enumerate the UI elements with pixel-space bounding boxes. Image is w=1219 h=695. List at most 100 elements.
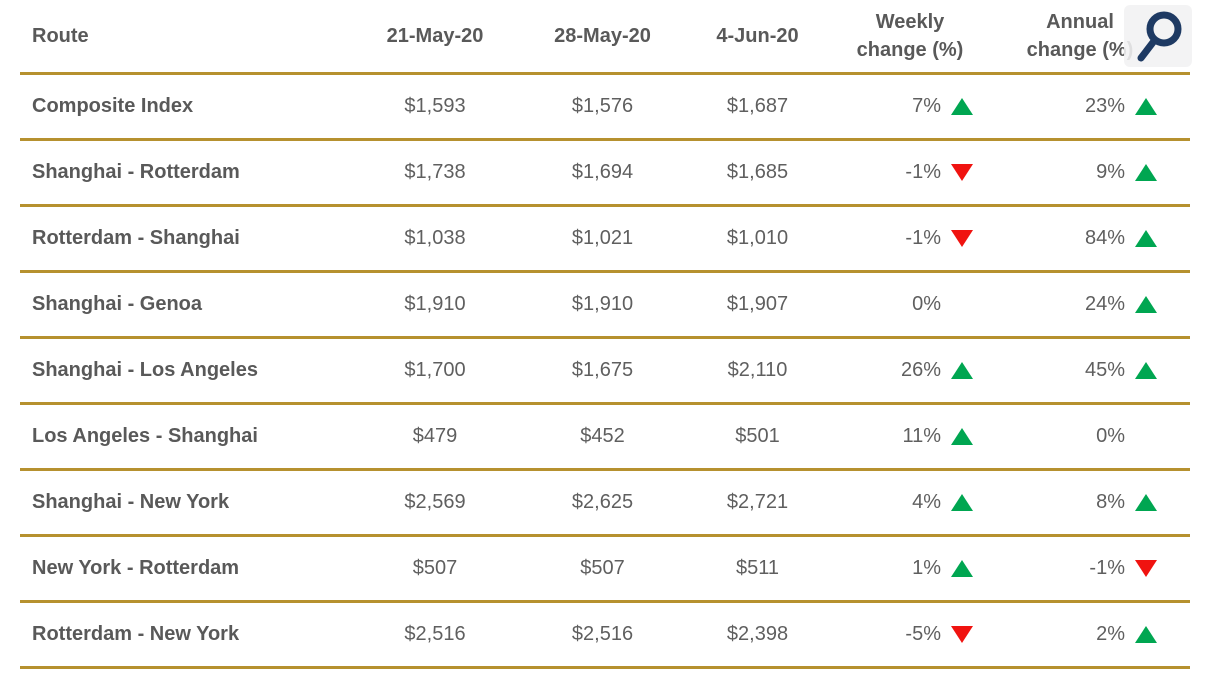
weekly-change-value: 26% (900, 359, 941, 381)
weekly-change-cell: -1% (830, 139, 990, 207)
trend-up-icon (1134, 625, 1158, 645)
route-label: Shanghai - New York (20, 469, 350, 537)
rate-value: $1,687 (685, 73, 830, 141)
rate-value: $2,625 (520, 469, 685, 537)
weekly-change-cell: 26% (830, 337, 990, 405)
weekly-change-value: 1% (912, 557, 941, 579)
rate-value: $1,907 (685, 271, 830, 339)
rate-value: $507 (350, 535, 520, 603)
rate-value: $1,010 (685, 205, 830, 273)
weekly-change-value: 4% (912, 491, 941, 513)
annual-change-value: 24% (1084, 293, 1125, 315)
rates-table-container: Route 21-May-20 28-May-20 4-Jun-20 Weekl… (20, 0, 1190, 669)
weekly-change-value: 7% (912, 95, 941, 117)
rate-value: $511 (685, 535, 830, 603)
rate-value: $2,110 (685, 337, 830, 405)
trend-down-icon (950, 229, 974, 249)
column-header-21-may-20: 21-May-20 (350, 0, 520, 75)
table-row-los-angeles-shanghai: Los Angeles - Shanghai $479 $452 $501 11… (20, 403, 1190, 471)
table-row-shanghai-new-york: Shanghai - New York $2,569 $2,625 $2,721… (20, 469, 1190, 537)
annual-change-value: -1% (1089, 557, 1125, 579)
rate-value: $1,910 (350, 271, 520, 339)
rate-value: $507 (520, 535, 685, 603)
freight-rates-table: Route 21-May-20 28-May-20 4-Jun-20 Weekl… (20, 0, 1190, 669)
rate-value: $1,694 (520, 139, 685, 207)
trend-up-icon (950, 559, 974, 579)
annual-change-cell: 9% (990, 139, 1190, 207)
weekly-change-cell: 0% (830, 271, 990, 339)
route-label: Los Angeles - Shanghai (20, 403, 350, 471)
annual-change-cell: 8% (990, 469, 1190, 537)
annual-change-value: 84% (1084, 227, 1125, 249)
table-row-rotterdam-shanghai: Rotterdam - Shanghai $1,038 $1,021 $1,01… (20, 205, 1190, 273)
rate-value: $1,593 (350, 73, 520, 141)
column-header-28-may-20: 28-May-20 (520, 0, 685, 75)
rate-value: $1,685 (685, 139, 830, 207)
column-header-weekly-change: Weekly change (%) (830, 0, 990, 75)
rate-value: $1,910 (520, 271, 685, 339)
rate-value: $1,576 (520, 73, 685, 141)
annual-change-cell: 23% (990, 73, 1190, 141)
annual-change-cell: 84% (990, 205, 1190, 273)
trend-up-icon (1134, 295, 1158, 315)
trend-down-icon (1134, 559, 1158, 579)
trend-up-icon (1134, 97, 1158, 117)
annual-change-value: 45% (1084, 359, 1125, 381)
annual-change-cell: 2% (990, 601, 1190, 669)
weekly-change-value: 0% (912, 293, 941, 315)
trend-up-icon (950, 97, 974, 117)
rate-value: $2,516 (520, 601, 685, 669)
rate-value: $452 (520, 403, 685, 471)
route-label: Rotterdam - Shanghai (20, 205, 350, 273)
annual-change-value: 9% (1096, 161, 1125, 183)
rate-value: $1,038 (350, 205, 520, 273)
route-label: New York - Rotterdam (20, 535, 350, 603)
trend-down-icon (950, 163, 974, 183)
rate-value: $479 (350, 403, 520, 471)
column-header-route: Route (20, 0, 350, 75)
table-row-rotterdam-new-york: Rotterdam - New York $2,516 $2,516 $2,39… (20, 601, 1190, 669)
weekly-change-value: -1% (905, 227, 941, 249)
rate-value: $501 (685, 403, 830, 471)
annual-change-value: 2% (1096, 623, 1125, 645)
table-row-new-york-rotterdam: New York - Rotterdam $507 $507 $511 1% -… (20, 535, 1190, 603)
weekly-change-value: -1% (905, 161, 941, 183)
table-row-shanghai-genoa: Shanghai - Genoa $1,910 $1,910 $1,907 0%… (20, 271, 1190, 339)
weekly-change-cell: 11% (830, 403, 990, 471)
route-label: Shanghai - Rotterdam (20, 139, 350, 207)
header-row: Route 21-May-20 28-May-20 4-Jun-20 Weekl… (20, 0, 1190, 75)
rate-value: $1,675 (520, 337, 685, 405)
trend-up-icon (1134, 229, 1158, 249)
weekly-change-cell: 7% (830, 73, 990, 141)
weekly-change-cell: -5% (830, 601, 990, 669)
annual-change-cell: 45% (990, 337, 1190, 405)
weekly-change-value: -5% (905, 623, 941, 645)
route-label: Composite Index (20, 73, 350, 141)
annual-change-value: 0% (1096, 425, 1125, 447)
weekly-change-value: 11% (902, 425, 941, 447)
annual-change-value: 8% (1096, 491, 1125, 513)
rate-value: $2,516 (350, 601, 520, 669)
annual-change-cell: -1% (990, 535, 1190, 603)
trend-up-icon (1134, 163, 1158, 183)
rate-value: $2,398 (685, 601, 830, 669)
trend-up-icon (1134, 493, 1158, 513)
weekly-change-cell: 4% (830, 469, 990, 537)
route-label: Rotterdam - New York (20, 601, 350, 669)
rate-value: $1,738 (350, 139, 520, 207)
weekly-change-cell: 1% (830, 535, 990, 603)
rate-value: $2,721 (685, 469, 830, 537)
annual-change-value: 23% (1084, 95, 1125, 117)
trend-up-icon (950, 427, 974, 447)
annual-change-cell: 24% (990, 271, 1190, 339)
weekly-change-cell: -1% (830, 205, 990, 273)
search-button[interactable] (1124, 5, 1192, 67)
table-row-shanghai-los-angeles: Shanghai - Los Angeles $1,700 $1,675 $2,… (20, 337, 1190, 405)
rate-value: $1,700 (350, 337, 520, 405)
route-label: Shanghai - Los Angeles (20, 337, 350, 405)
annual-change-cell: 0% (990, 403, 1190, 471)
search-icon (1131, 10, 1185, 62)
rate-value: $1,021 (520, 205, 685, 273)
trend-none (1134, 427, 1158, 447)
